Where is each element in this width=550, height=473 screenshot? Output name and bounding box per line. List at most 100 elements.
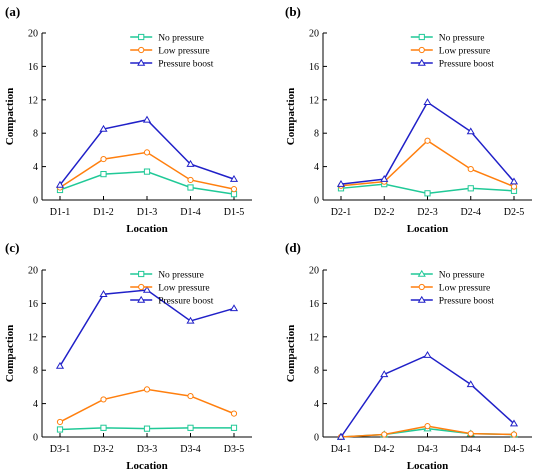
data-point — [187, 184, 194, 191]
y-axis-title: Compaction — [285, 88, 297, 145]
legend-entry: No pressure — [410, 33, 484, 44]
chart-panel-2: (b) 0 4 8 12 16 20 D2-1 D2-2 D2-3 D2-4 D2-5 Location… — [285, 4, 532, 235]
x-tick-label: D3-3 — [137, 444, 158, 455]
data-point — [466, 380, 475, 388]
legend-entry: Pressure boost — [410, 58, 495, 70]
data-point — [186, 159, 195, 167]
x-axis-title: Location — [126, 460, 168, 472]
y-tick-label: 16 — [28, 62, 38, 73]
y-tick-label: 4 — [33, 162, 38, 173]
legend-entry: No pressure — [130, 34, 204, 44]
series-1 — [56, 424, 238, 433]
legend-entry: Low pressure — [130, 283, 210, 294]
data-point — [380, 370, 389, 378]
data-point — [187, 176, 194, 184]
y-axis-title: Compaction — [4, 325, 16, 382]
x-tick-label: D4-5 — [504, 444, 525, 455]
x-axis-title: Location — [126, 223, 168, 235]
x-tick-label: D3-5 — [224, 444, 245, 455]
series-2 — [337, 423, 518, 441]
legend-marker — [137, 295, 146, 303]
x-tick-label: D3-1 — [50, 444, 71, 455]
y-tick-label: 0 — [314, 433, 319, 444]
data-point — [187, 424, 194, 431]
data-point — [56, 426, 64, 433]
data-point — [467, 185, 474, 192]
y-tick-label: 12 — [309, 332, 319, 343]
data-point — [100, 155, 107, 163]
y-tick-label: 16 — [309, 299, 319, 310]
y-tick-label: 0 — [33, 433, 38, 444]
chart-panel-4: (d) 0 4 8 12 16 20 D4-1 D4-2 D4-3 D4-4 D4-5 Location… — [285, 240, 532, 472]
y-tick-label: 8 — [314, 366, 319, 377]
data-point — [381, 431, 388, 438]
y-axis-title: Compaction — [285, 325, 297, 382]
data-point — [186, 316, 195, 324]
data-point — [142, 115, 152, 123]
y-tick-label: 20 — [28, 266, 38, 277]
data-point — [230, 424, 238, 431]
x-tick-label: D2-3 — [417, 207, 438, 218]
y-axis-title: Compaction — [4, 88, 16, 145]
y-tick-label: 16 — [28, 299, 38, 310]
data-point — [510, 431, 518, 438]
y-tick-label: 8 — [33, 366, 38, 377]
y-tick-label: 20 — [28, 29, 38, 40]
data-point — [143, 149, 151, 156]
x-tick-label: D1-1 — [50, 207, 71, 218]
data-point — [143, 425, 151, 432]
data-point — [187, 392, 194, 400]
data-point — [509, 177, 519, 185]
legend-entry: Pressure boost — [130, 295, 214, 307]
y-tick-label: 20 — [309, 29, 319, 40]
x-tick-label: D4-2 — [374, 444, 395, 455]
legend-label: Low pressure — [158, 284, 209, 294]
data-point — [336, 432, 346, 440]
legend-label: Pressure boost — [439, 60, 495, 70]
data-point — [142, 285, 152, 293]
data-point — [467, 166, 474, 173]
x-tick-label: D3-4 — [180, 444, 201, 455]
x-tick-label: D2-5 — [504, 207, 525, 218]
panel-label: (b) — [285, 4, 301, 19]
data-point — [99, 290, 108, 297]
y-tick-label: 8 — [33, 129, 38, 140]
data-point — [100, 171, 107, 178]
x-tick-label: D2-2 — [374, 207, 395, 218]
data-point — [380, 174, 389, 182]
legend-entry: Pressure boost — [130, 58, 214, 70]
series-3 — [336, 98, 519, 187]
legend-marker — [417, 295, 426, 303]
legend-label: No pressure — [158, 271, 204, 281]
legend-label: Pressure boost — [158, 60, 214, 70]
data-point — [424, 137, 431, 144]
legend-marker — [417, 58, 426, 66]
legend-entry: Low pressure — [410, 46, 490, 57]
legend-label: Low pressure — [439, 47, 490, 57]
data-point — [55, 180, 65, 188]
series-2 — [56, 386, 238, 426]
legend-marker — [138, 46, 145, 54]
series-3 — [336, 350, 519, 440]
panel-label: (d) — [285, 240, 301, 255]
legend-marker — [137, 58, 146, 66]
data-point — [55, 361, 65, 369]
y-tick-label: 8 — [314, 129, 319, 140]
data-point — [510, 183, 518, 190]
data-point — [230, 191, 238, 198]
data-point — [100, 396, 107, 403]
x-tick-label: D2-1 — [331, 207, 352, 218]
legend-label: No pressure — [158, 34, 204, 44]
data-point — [467, 430, 474, 437]
data-point — [466, 127, 475, 135]
y-tick-label: 4 — [314, 162, 319, 173]
legend-marker — [138, 283, 145, 291]
panel-label: (c) — [5, 240, 19, 255]
data-point — [99, 124, 108, 132]
y-tick-label: 0 — [314, 196, 319, 207]
legend-marker — [418, 33, 425, 41]
chart-panel-1: (a) 0 4 8 12 16 20 D1-1 D1-2 D1-3 D1-4 D1-5 Location… — [4, 4, 252, 235]
y-tick-label: 12 — [28, 332, 38, 343]
legend-entry: Pressure boost — [410, 295, 494, 307]
legend-marker — [418, 46, 425, 54]
